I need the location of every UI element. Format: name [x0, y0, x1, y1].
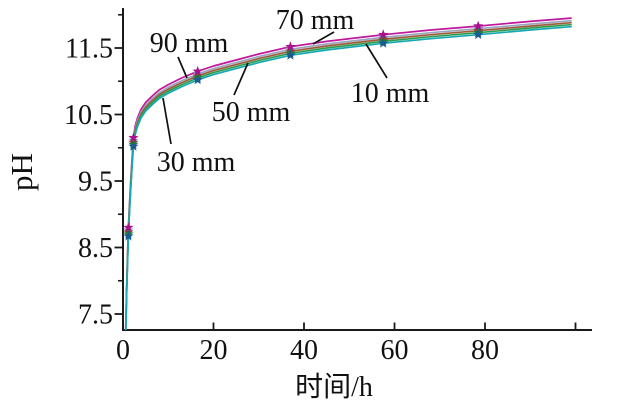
y-axis-label: pH [4, 153, 39, 191]
annotation-label-10-mm: 10 mm [351, 78, 430, 109]
y-tick-label: 11.5 [65, 34, 113, 65]
star-marker-10-mm [128, 141, 139, 151]
star-marker-10-mm [378, 37, 389, 48]
y-tick-label: 7.5 [78, 300, 113, 331]
annotation-label-90-mm: 90 mm [150, 28, 229, 59]
star-marker-90-mm [192, 65, 203, 76]
x-axis-label: 时间/h [295, 371, 373, 403]
x-tick-label: 20 [200, 335, 228, 366]
annotation-label-70-mm: 70 mm [276, 5, 355, 36]
star-marker-90-mm [128, 132, 139, 143]
data-markers [123, 20, 484, 241]
star-marker-10-mm [285, 49, 296, 60]
star-marker-90-mm [285, 41, 296, 51]
y-tick-label: 10.5 [64, 100, 113, 131]
curve-annotations: 90 mm 70 mm 50 mm 30 mm 10 mm [150, 5, 430, 178]
annotation-leader-50-mm [233, 62, 249, 96]
star-marker-90-mm [378, 29, 389, 40]
annotation-leader-30-mm [162, 97, 172, 145]
series-line-10-mm [124, 25, 572, 330]
annotation-label-50-mm: 50 mm [212, 97, 291, 128]
axes-lines [122, 8, 592, 331]
star-marker-10-mm [123, 230, 134, 241]
tick-labels: 7.5 8.5 9.5 10.5 11.5 0 20 40 60 80 [64, 34, 499, 367]
star-marker-90-mm [123, 222, 134, 232]
axis-ticks [114, 13, 577, 330]
x-tick-label: 40 [290, 335, 318, 366]
x-tick-label: 60 [381, 335, 409, 366]
x-tick-label: 0 [116, 335, 130, 366]
y-tick-label: 9.5 [78, 167, 113, 198]
star-marker-10-mm [473, 29, 484, 40]
annotation-leader-70-mm [312, 31, 335, 45]
annotation-leader-90-mm [177, 56, 188, 79]
series-line-30-mm [124, 23, 572, 330]
y-tick-label: 8.5 [78, 233, 113, 264]
star-marker-90-mm [473, 20, 484, 31]
annotation-leader-10-mm [365, 43, 388, 79]
star-marker-10-mm [192, 74, 203, 85]
annotation-label-30-mm: 30 mm [157, 147, 236, 178]
x-tick-label: 80 [471, 335, 499, 366]
